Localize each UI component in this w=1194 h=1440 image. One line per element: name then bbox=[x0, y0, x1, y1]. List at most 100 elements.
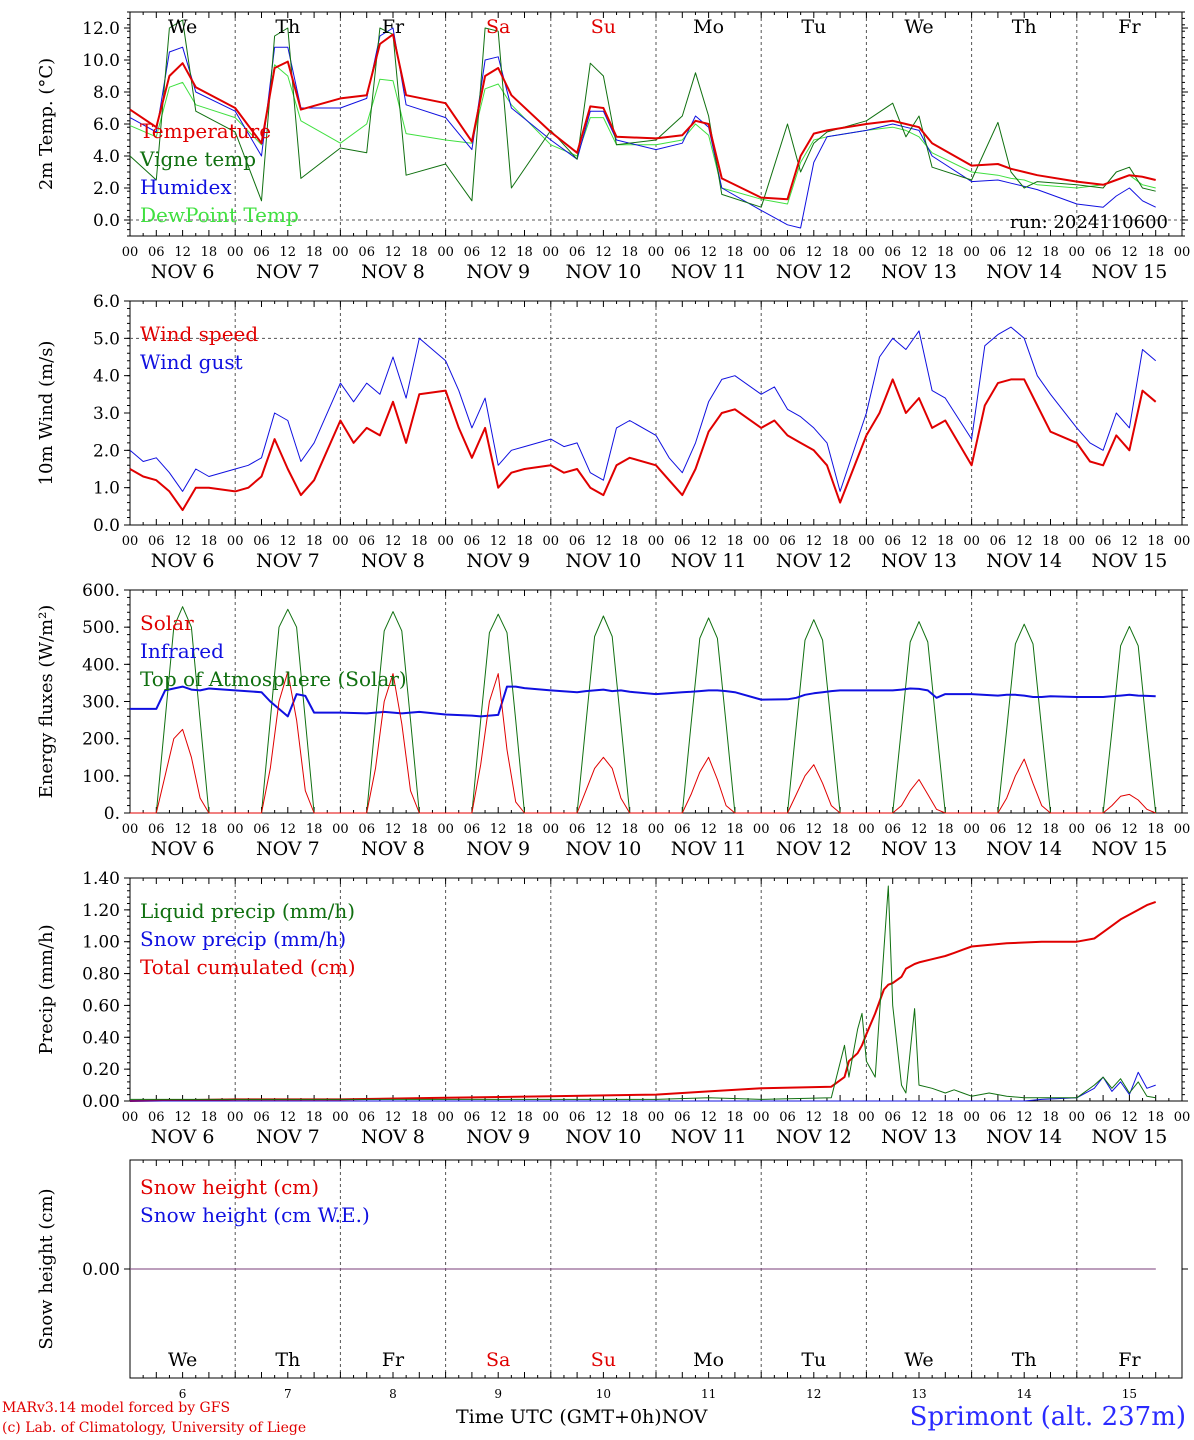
y-axis-label: Energy fluxes (W/m²) bbox=[36, 605, 57, 799]
hour-label: 06 bbox=[1095, 245, 1112, 260]
day-number: 6 bbox=[179, 1387, 187, 1400]
y-tick-label: 0.00 bbox=[82, 1092, 120, 1112]
date-label: NOV 8 bbox=[361, 261, 425, 283]
y-tick-label: 2.0 bbox=[93, 441, 120, 461]
hour-label: 06 bbox=[253, 245, 270, 260]
y-tick-label: 3.0 bbox=[93, 404, 120, 424]
y-tick-label: 2.0 bbox=[93, 179, 120, 199]
credit-lab: (c) Lab. of Climatology, University of L… bbox=[2, 1420, 307, 1436]
legend-entry: Snow precip (mm/h) bbox=[140, 927, 346, 951]
date-label: NOV 7 bbox=[256, 261, 320, 283]
date-label: NOV 14 bbox=[986, 261, 1062, 283]
y-tick-label: 0.0 bbox=[93, 211, 120, 231]
hour-label: 18 bbox=[306, 1110, 323, 1125]
hour-label: 12 bbox=[174, 245, 191, 260]
hour-label: 00 bbox=[1069, 822, 1086, 837]
hour-label: 18 bbox=[621, 534, 638, 549]
hour-label: 06 bbox=[674, 534, 691, 549]
y-tick-label: 300. bbox=[82, 693, 120, 713]
series-line bbox=[130, 671, 1156, 814]
hour-label: 18 bbox=[727, 534, 744, 549]
hour-label: 06 bbox=[464, 1110, 481, 1125]
hour-label: 06 bbox=[569, 1110, 586, 1125]
hour-label: 12 bbox=[490, 245, 507, 260]
hour-label: 18 bbox=[1147, 534, 1164, 549]
time-axis-month: NOV bbox=[661, 1406, 708, 1428]
hour-label: 06 bbox=[464, 534, 481, 549]
day-name-top: Fr bbox=[1118, 16, 1141, 38]
hour-label: 12 bbox=[490, 1110, 507, 1125]
series-line bbox=[129, 326, 1157, 492]
day-name-top: Fr bbox=[382, 16, 405, 38]
hour-label: 00 bbox=[648, 534, 665, 549]
y-tick-label: 0.60 bbox=[82, 996, 120, 1016]
panel-frame bbox=[129, 589, 1183, 814]
hour-label: 06 bbox=[148, 534, 165, 549]
hour-label: 00 bbox=[437, 245, 454, 260]
hour-label: 12 bbox=[280, 822, 297, 837]
hour-label: 12 bbox=[595, 822, 612, 837]
hour-label: 06 bbox=[464, 822, 481, 837]
day-name-top: Th bbox=[1012, 16, 1037, 38]
hour-label: 18 bbox=[1042, 1110, 1059, 1125]
date-label: NOV 12 bbox=[776, 838, 852, 860]
hour-label: 00 bbox=[963, 1110, 980, 1125]
series-line bbox=[130, 685, 1156, 718]
hour-label: 12 bbox=[911, 1110, 928, 1125]
hour-label: 12 bbox=[1121, 245, 1138, 260]
day-number: 7 bbox=[284, 1387, 292, 1400]
date-label: NOV 11 bbox=[671, 1126, 747, 1148]
hour-label: 06 bbox=[148, 822, 165, 837]
legend-entry: Infrared bbox=[140, 639, 224, 663]
hour-label: 12 bbox=[385, 245, 402, 260]
hour-label: 00 bbox=[858, 1110, 875, 1125]
day-number: 11 bbox=[701, 1387, 716, 1400]
y-tick-label: 4.0 bbox=[93, 367, 120, 387]
meteogram: 0.0 2.0 4.0 6.0 8.0 10.0 12.0 2m Temp. (°C) Temp… bbox=[36, 11, 1191, 1400]
hour-label: 00 bbox=[543, 1110, 560, 1125]
hour-label: 18 bbox=[832, 1110, 849, 1125]
hour-label: 12 bbox=[385, 822, 402, 837]
day-number: 13 bbox=[911, 1387, 926, 1400]
hour-label: 18 bbox=[832, 822, 849, 837]
date-label: NOV 9 bbox=[466, 550, 530, 572]
hour-label: 12 bbox=[911, 822, 928, 837]
hour-label: 06 bbox=[990, 1110, 1007, 1125]
hour-label: 12 bbox=[700, 534, 717, 549]
hour-label: 12 bbox=[700, 822, 717, 837]
hour-label: 18 bbox=[411, 245, 428, 260]
hour-label: 00 bbox=[332, 1110, 349, 1125]
series-line bbox=[129, 33, 1156, 201]
hour-label: 18 bbox=[516, 822, 533, 837]
series-line bbox=[129, 64, 1156, 205]
day-name-bottom: Th bbox=[1012, 1349, 1037, 1371]
hour-label: 18 bbox=[1042, 822, 1059, 837]
hour-label: 00 bbox=[648, 245, 665, 260]
y-tick-label: 1.20 bbox=[82, 901, 120, 921]
hour-label: 12 bbox=[700, 245, 717, 260]
hour-label: 06 bbox=[253, 1110, 270, 1125]
y-tick-label: 400. bbox=[82, 655, 120, 675]
hour-label: 06 bbox=[674, 822, 691, 837]
hour-label: 12 bbox=[595, 534, 612, 549]
hour-label: 00 bbox=[1174, 1110, 1191, 1125]
credit-model: MARv3.14 model forced by GFS bbox=[2, 1400, 231, 1416]
y-axis-label: 2m Temp. (°C) bbox=[36, 58, 57, 190]
hour-label: 06 bbox=[779, 1110, 796, 1125]
y-tick-label: 4.0 bbox=[93, 147, 120, 167]
hour-label: 12 bbox=[280, 1110, 297, 1125]
series-line bbox=[129, 378, 1157, 512]
hour-label: 00 bbox=[332, 534, 349, 549]
date-label: NOV 7 bbox=[256, 550, 320, 572]
hour-label: 18 bbox=[727, 1110, 744, 1125]
date-label: NOV 11 bbox=[671, 261, 747, 283]
hour-label: 00 bbox=[543, 245, 560, 260]
legend-entry: Liquid precip (mm/h) bbox=[140, 899, 355, 923]
y-tick-label: 0.00 bbox=[82, 1260, 120, 1280]
hour-label: 12 bbox=[1016, 822, 1033, 837]
day-number: 14 bbox=[1017, 1387, 1033, 1400]
hour-label: 12 bbox=[700, 1110, 717, 1125]
hour-label: 12 bbox=[806, 534, 823, 549]
legend-entry: Humidex bbox=[140, 175, 232, 199]
hour-label: 18 bbox=[937, 534, 954, 549]
